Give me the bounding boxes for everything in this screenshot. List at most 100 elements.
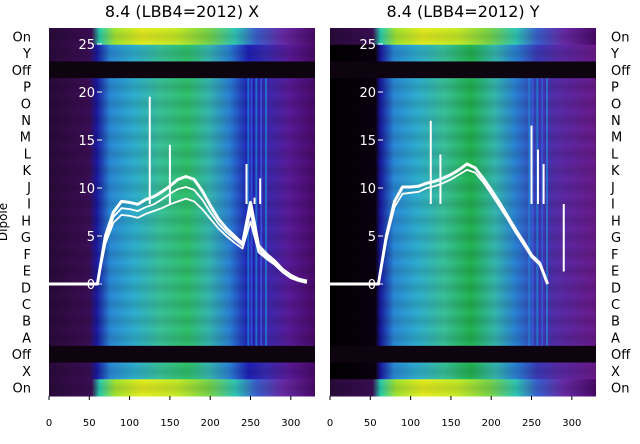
row-label: H (21, 214, 31, 229)
heatmap-row-shade (49, 329, 315, 347)
x-tick-label: 0 (46, 418, 52, 429)
heatmap-row-shade (330, 379, 596, 397)
row-label: K (22, 164, 31, 179)
x-tick-label: 200 (482, 418, 501, 429)
row-label: K (611, 164, 620, 179)
row-label: Off (12, 64, 32, 79)
row-label: On (13, 382, 31, 397)
chart-panel-y: 8.4 (LBB4=2012) YOnYOffPONMLKJIHGFEDCBAO… (327, 2, 631, 429)
row-label: P (611, 81, 619, 96)
heatmap-row-shade (330, 212, 596, 230)
overlay-series-line (49, 186, 308, 285)
x-axis: 0 50 100 150 200 250 300 (46, 396, 300, 429)
x-tick-label: 200 (201, 418, 220, 429)
heatmap-streak (531, 78, 534, 346)
row-label: L (611, 147, 619, 162)
overlay-tick-label: 15 (359, 134, 376, 149)
overlay-tick-label: 5 (368, 230, 376, 245)
heatmap-row-shade (49, 111, 315, 129)
heatmap-row-shade (49, 362, 315, 380)
overlay-tick-label: 25 (78, 38, 95, 53)
row-label: D (21, 281, 31, 296)
heatmap-row-shade (49, 28, 315, 46)
x-tick-label: 300 (281, 418, 300, 429)
x-tick-label: 50 (83, 418, 96, 429)
x-tick-label: 250 (522, 418, 541, 429)
row-label: I (27, 198, 31, 213)
heatmap-row-shade (330, 161, 596, 180)
chart-title: 8.4 (LBB4=2012) Y (386, 2, 539, 21)
row-label: F (611, 248, 618, 263)
row-label: C (22, 298, 31, 313)
heatmap-row-shade (49, 195, 315, 213)
heatmap-streak (541, 78, 544, 346)
heatmap-row-shade (330, 362, 596, 380)
heatmap-row-shade (49, 312, 315, 330)
heatmap-row-shade (49, 295, 315, 313)
row-label: Y (22, 47, 31, 62)
y-axis-label: Dipole (0, 203, 10, 241)
heatmap-row-shade (49, 212, 315, 230)
heatmap-streak (255, 78, 258, 346)
row-label: O (611, 97, 621, 112)
overlay-lines (330, 120, 565, 286)
row-label: J (610, 181, 615, 196)
overlay-tick-label: 25 (359, 38, 376, 53)
heatmap-row-shade (330, 111, 596, 129)
row-label: E (23, 265, 31, 280)
row-label: Off (611, 64, 631, 79)
chart-panel-x: 8.4 (LBB4=2012) XOnYOffPONMLKJIHGFEDCBAO… (0, 2, 315, 429)
row-label: Y (610, 47, 619, 62)
x-tick-label: 300 (562, 418, 581, 429)
heatmap-row-shade (330, 329, 596, 347)
overlay-tick-label: 5 (87, 230, 95, 245)
row-label: N (21, 114, 31, 129)
row-label: On (13, 30, 31, 45)
heatmap-row-shade (330, 44, 596, 62)
heatmap-streak (265, 78, 268, 346)
heatmap-streak (546, 78, 549, 346)
heatmap-row (49, 345, 315, 364)
heatmap-row (49, 61, 315, 79)
row-label: On (611, 30, 629, 45)
heatmap-row-shade (49, 379, 315, 397)
row-label: E (611, 265, 619, 280)
overlay-series-line (49, 175, 308, 286)
heatmap-row-shade (330, 295, 596, 313)
row-label: X (22, 365, 31, 380)
heatmap-streak (528, 78, 531, 346)
overlay-lines (49, 96, 308, 286)
x-tick-label: 250 (241, 418, 260, 429)
row-label: F (24, 248, 31, 263)
row-label: C (611, 298, 620, 313)
overlay-tick-label: 10 (359, 182, 376, 197)
heatmap-rows (330, 28, 596, 397)
row-label: B (22, 315, 31, 330)
overlay-series-line (49, 197, 308, 285)
x-tick-label: 50 (364, 418, 377, 429)
row-label: G (21, 231, 31, 246)
row-label: A (22, 331, 31, 346)
heatmap-streak (536, 78, 539, 346)
x-axis: 0 50 100 150 200 250 300 (327, 396, 581, 429)
row-label: I (611, 198, 615, 213)
heatmap-row-shade (330, 28, 596, 46)
overlay-tick-label: 20 (359, 86, 376, 101)
heatmap-rows (49, 28, 315, 397)
row-label: A (611, 331, 620, 346)
row-label: Off (611, 348, 631, 363)
heatmap-row-shade (49, 44, 315, 62)
x-tick-label: 150 (160, 418, 179, 429)
row-label: G (611, 231, 621, 246)
row-label: P (23, 81, 31, 96)
row-label: H (611, 214, 621, 229)
heatmap-row-shade (330, 195, 596, 213)
row-label: X (611, 365, 620, 380)
overlay-tick-label: 15 (78, 134, 95, 149)
heatmap-row-shade (330, 262, 596, 280)
row-label: N (611, 114, 621, 129)
